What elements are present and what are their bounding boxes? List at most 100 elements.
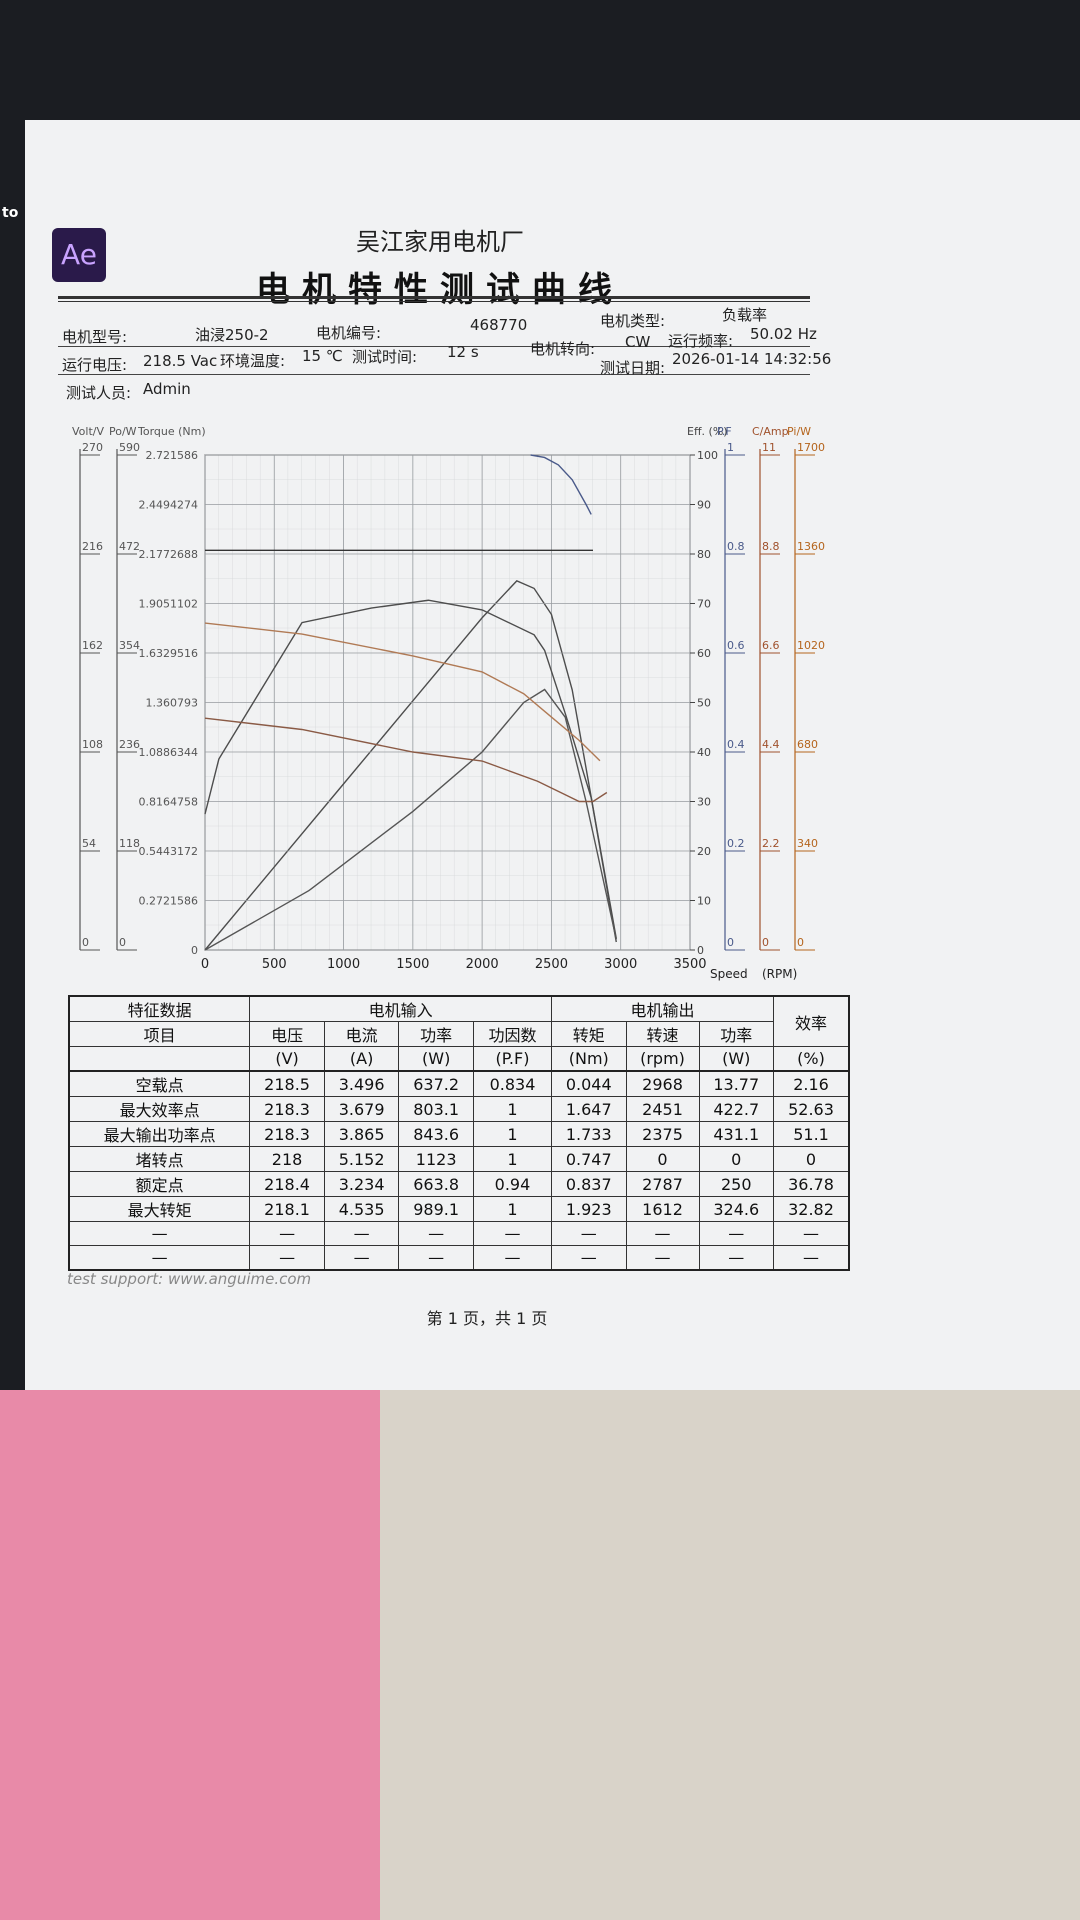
screen-text: to <box>2 205 19 221</box>
data-table: 特征数据 电机输入 电机输出 效率 项目 电压 电流 功率 功因数 转矩 转速 功率 (V) (A) (W)… <box>68 995 850 1271</box>
curve <box>530 454 592 515</box>
table-row: — — — — — — — — — <box>68 1245 850 1271</box>
cell: 218 <box>249 1146 325 1172</box>
header-cell: (W) <box>698 1046 775 1072</box>
x-tick-label: 1000 <box>327 957 360 972</box>
info-value: 油浸250-2 <box>195 326 269 344</box>
axis-title: Pi/W <box>787 425 811 438</box>
header-cell: 功因数 <box>472 1021 553 1047</box>
cell: 431.1 <box>698 1121 775 1147</box>
y-tick-label: 11 <box>762 441 776 454</box>
y-tick-label: 4.4 <box>762 738 780 751</box>
cell: 2787 <box>625 1171 700 1197</box>
y-tick-label: 0.5443172 <box>139 845 199 858</box>
cell: — <box>68 1221 251 1246</box>
header-cell: 电流 <box>323 1021 400 1047</box>
cell: — <box>698 1221 775 1246</box>
cell: 3.679 <box>323 1096 400 1122</box>
header-cell: 效率 <box>773 995 850 1047</box>
cell: 218.3 <box>249 1096 325 1122</box>
info-value: 负载率 <box>722 306 768 324</box>
curve <box>204 622 601 762</box>
axis-title: Volt/V <box>72 425 104 438</box>
y-tick-label: 354 <box>119 639 140 652</box>
cell: 3.496 <box>323 1070 400 1097</box>
cell: 663.8 <box>398 1171 474 1197</box>
header-cell: 功率 <box>698 1021 775 1047</box>
y-tick-label: 1700 <box>797 441 825 454</box>
header-cell: 电机输出 <box>550 995 775 1022</box>
header-cell: 转速 <box>625 1021 700 1047</box>
cell: 3.234 <box>323 1171 400 1197</box>
doc-title: 电机特性测试曲线 <box>256 270 624 310</box>
cell: 1 <box>472 1096 553 1122</box>
y-tick-label: 10 <box>697 895 711 908</box>
cell: 1.923 <box>551 1196 627 1222</box>
info-value: Admin <box>143 380 191 398</box>
y-tick-label: 0 <box>119 936 126 949</box>
table-row: 额定点 218.4 3.234 663.8 0.94 0.837 2787 250 36.78 <box>68 1171 850 1197</box>
info-label: 环境温度: <box>220 352 286 370</box>
cell: — <box>551 1245 627 1271</box>
axis-title: Torque (Nm) <box>137 425 206 438</box>
cell: 0.044 <box>551 1070 627 1097</box>
cell: 1.733 <box>551 1121 627 1147</box>
y-tick-label: 1020 <box>797 639 825 652</box>
y-tick-label: 100 <box>697 449 718 462</box>
y-tick-label: 472 <box>119 540 140 553</box>
y-tick-label: 0.6 <box>727 639 745 652</box>
knit-cloth <box>380 1390 1080 1920</box>
y-tick-label: 270 <box>82 441 103 454</box>
info-value: 15 ℃ <box>302 347 343 365</box>
info-label: 测试日期: <box>600 359 666 377</box>
table-row: 最大转矩 218.1 4.535 989.1 1 1.923 1612 324.6 32.82 <box>68 1196 850 1222</box>
x-tick-label: 3500 <box>673 957 706 972</box>
cell: 2.16 <box>773 1070 850 1097</box>
logo: Ae <box>52 228 106 282</box>
y-tick-label: 1.0886344 <box>139 746 199 759</box>
header-cell <box>68 1046 251 1072</box>
rule <box>58 346 810 347</box>
y-tick-label: 70 <box>697 598 711 611</box>
cell: 1 <box>472 1146 553 1172</box>
header-cell: (A) <box>323 1046 400 1072</box>
header-cell: (W) <box>398 1046 474 1072</box>
y-tick-label: 1.9051102 <box>139 598 199 611</box>
page-number: 第 1 页，共 1 页 <box>426 1309 548 1328</box>
header-cell: (Nm) <box>551 1046 627 1072</box>
curve <box>204 580 617 951</box>
info-label: 电机转向: <box>530 340 596 358</box>
cell: 250 <box>698 1171 775 1197</box>
x-tick-label: 0 <box>201 957 209 972</box>
axis-title: P.F <box>717 425 732 438</box>
cell: — <box>68 1245 251 1271</box>
info-value: 50.02 Hz <box>750 325 817 343</box>
y-tick-label: 60 <box>697 647 711 660</box>
cell: 218.4 <box>249 1171 325 1197</box>
cell: 52.63 <box>773 1096 850 1122</box>
x-tick-label: 500 <box>262 957 287 972</box>
curve <box>204 717 608 803</box>
info-value: CW <box>625 333 651 351</box>
y-tick-label: 680 <box>797 738 818 751</box>
y-tick-label: 0 <box>727 936 734 949</box>
y-tick-label: 0.4 <box>727 738 745 751</box>
cell: 2968 <box>625 1070 700 1097</box>
y-tick-label: 0 <box>191 944 198 957</box>
x-tick-label: 3000 <box>604 957 637 972</box>
support-text: test support: www.anguime.com <box>67 1270 312 1288</box>
header-cell: (V) <box>249 1046 325 1072</box>
header-cell: (rpm) <box>625 1046 700 1072</box>
x-axis-label: Speed <box>710 967 748 981</box>
cell: 0.747 <box>551 1146 627 1172</box>
y-tick-label: 0.8164758 <box>139 796 199 809</box>
cell: 1.647 <box>551 1096 627 1122</box>
info-value: 218.5 Vac <box>143 352 218 370</box>
info-label: 运行频率: <box>668 332 734 350</box>
info-label: 测试人员: <box>66 384 132 402</box>
cell: 637.2 <box>398 1070 474 1097</box>
y-tick-label: 8.8 <box>762 540 780 553</box>
header-cell: (%) <box>773 1046 850 1072</box>
company: 吴江家用电机厂 <box>356 228 524 256</box>
cell: — <box>625 1221 700 1246</box>
